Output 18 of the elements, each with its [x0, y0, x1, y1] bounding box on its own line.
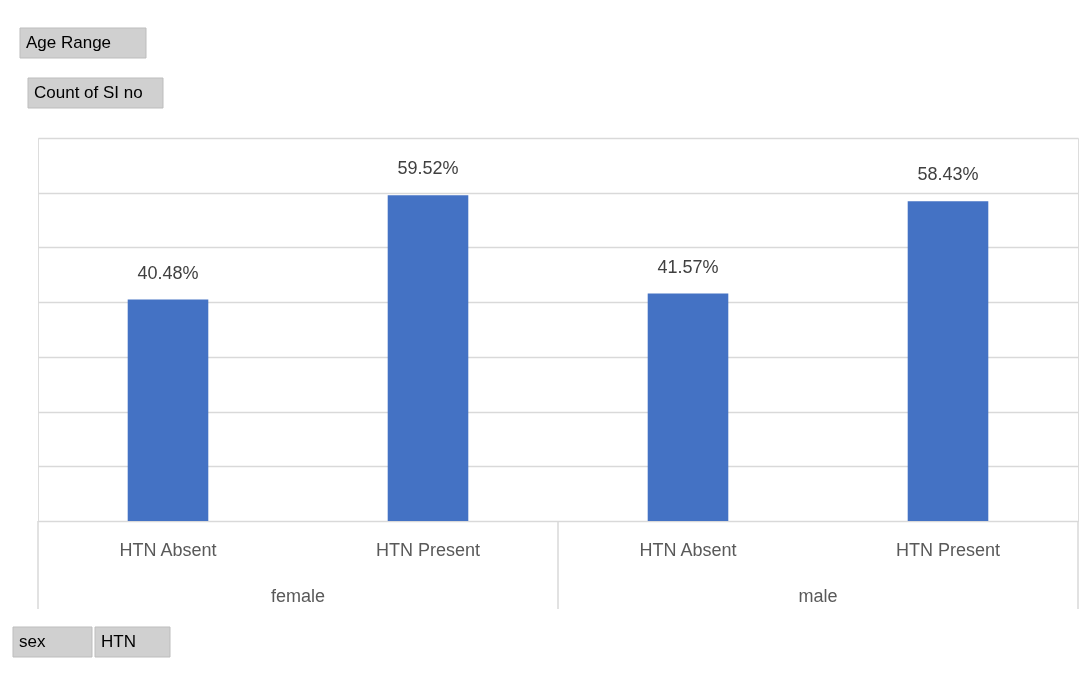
x-tick-label: HTN Present: [895, 539, 1001, 560]
text: HTN: [101, 632, 136, 651]
data-label: 59.52%: [397, 158, 459, 179]
data-label: 41.57%: [657, 256, 719, 277]
data-label: 58.43%: [917, 164, 979, 185]
x-tick-label: HTN Absent: [639, 539, 737, 560]
data-label: 40.48%: [137, 262, 199, 283]
text: female: [270, 586, 326, 606]
bar: [647, 293, 729, 521]
text: Age Range: [26, 33, 112, 52]
text: male: [798, 586, 838, 606]
bar: [907, 201, 989, 521]
text: Count of SI no: [34, 83, 143, 102]
text: sex: [19, 632, 46, 651]
x-tick-label: HTN Present: [375, 539, 481, 560]
bar: [127, 299, 209, 521]
bar: [387, 195, 469, 521]
x-tick-label: HTN Absent: [119, 539, 217, 560]
